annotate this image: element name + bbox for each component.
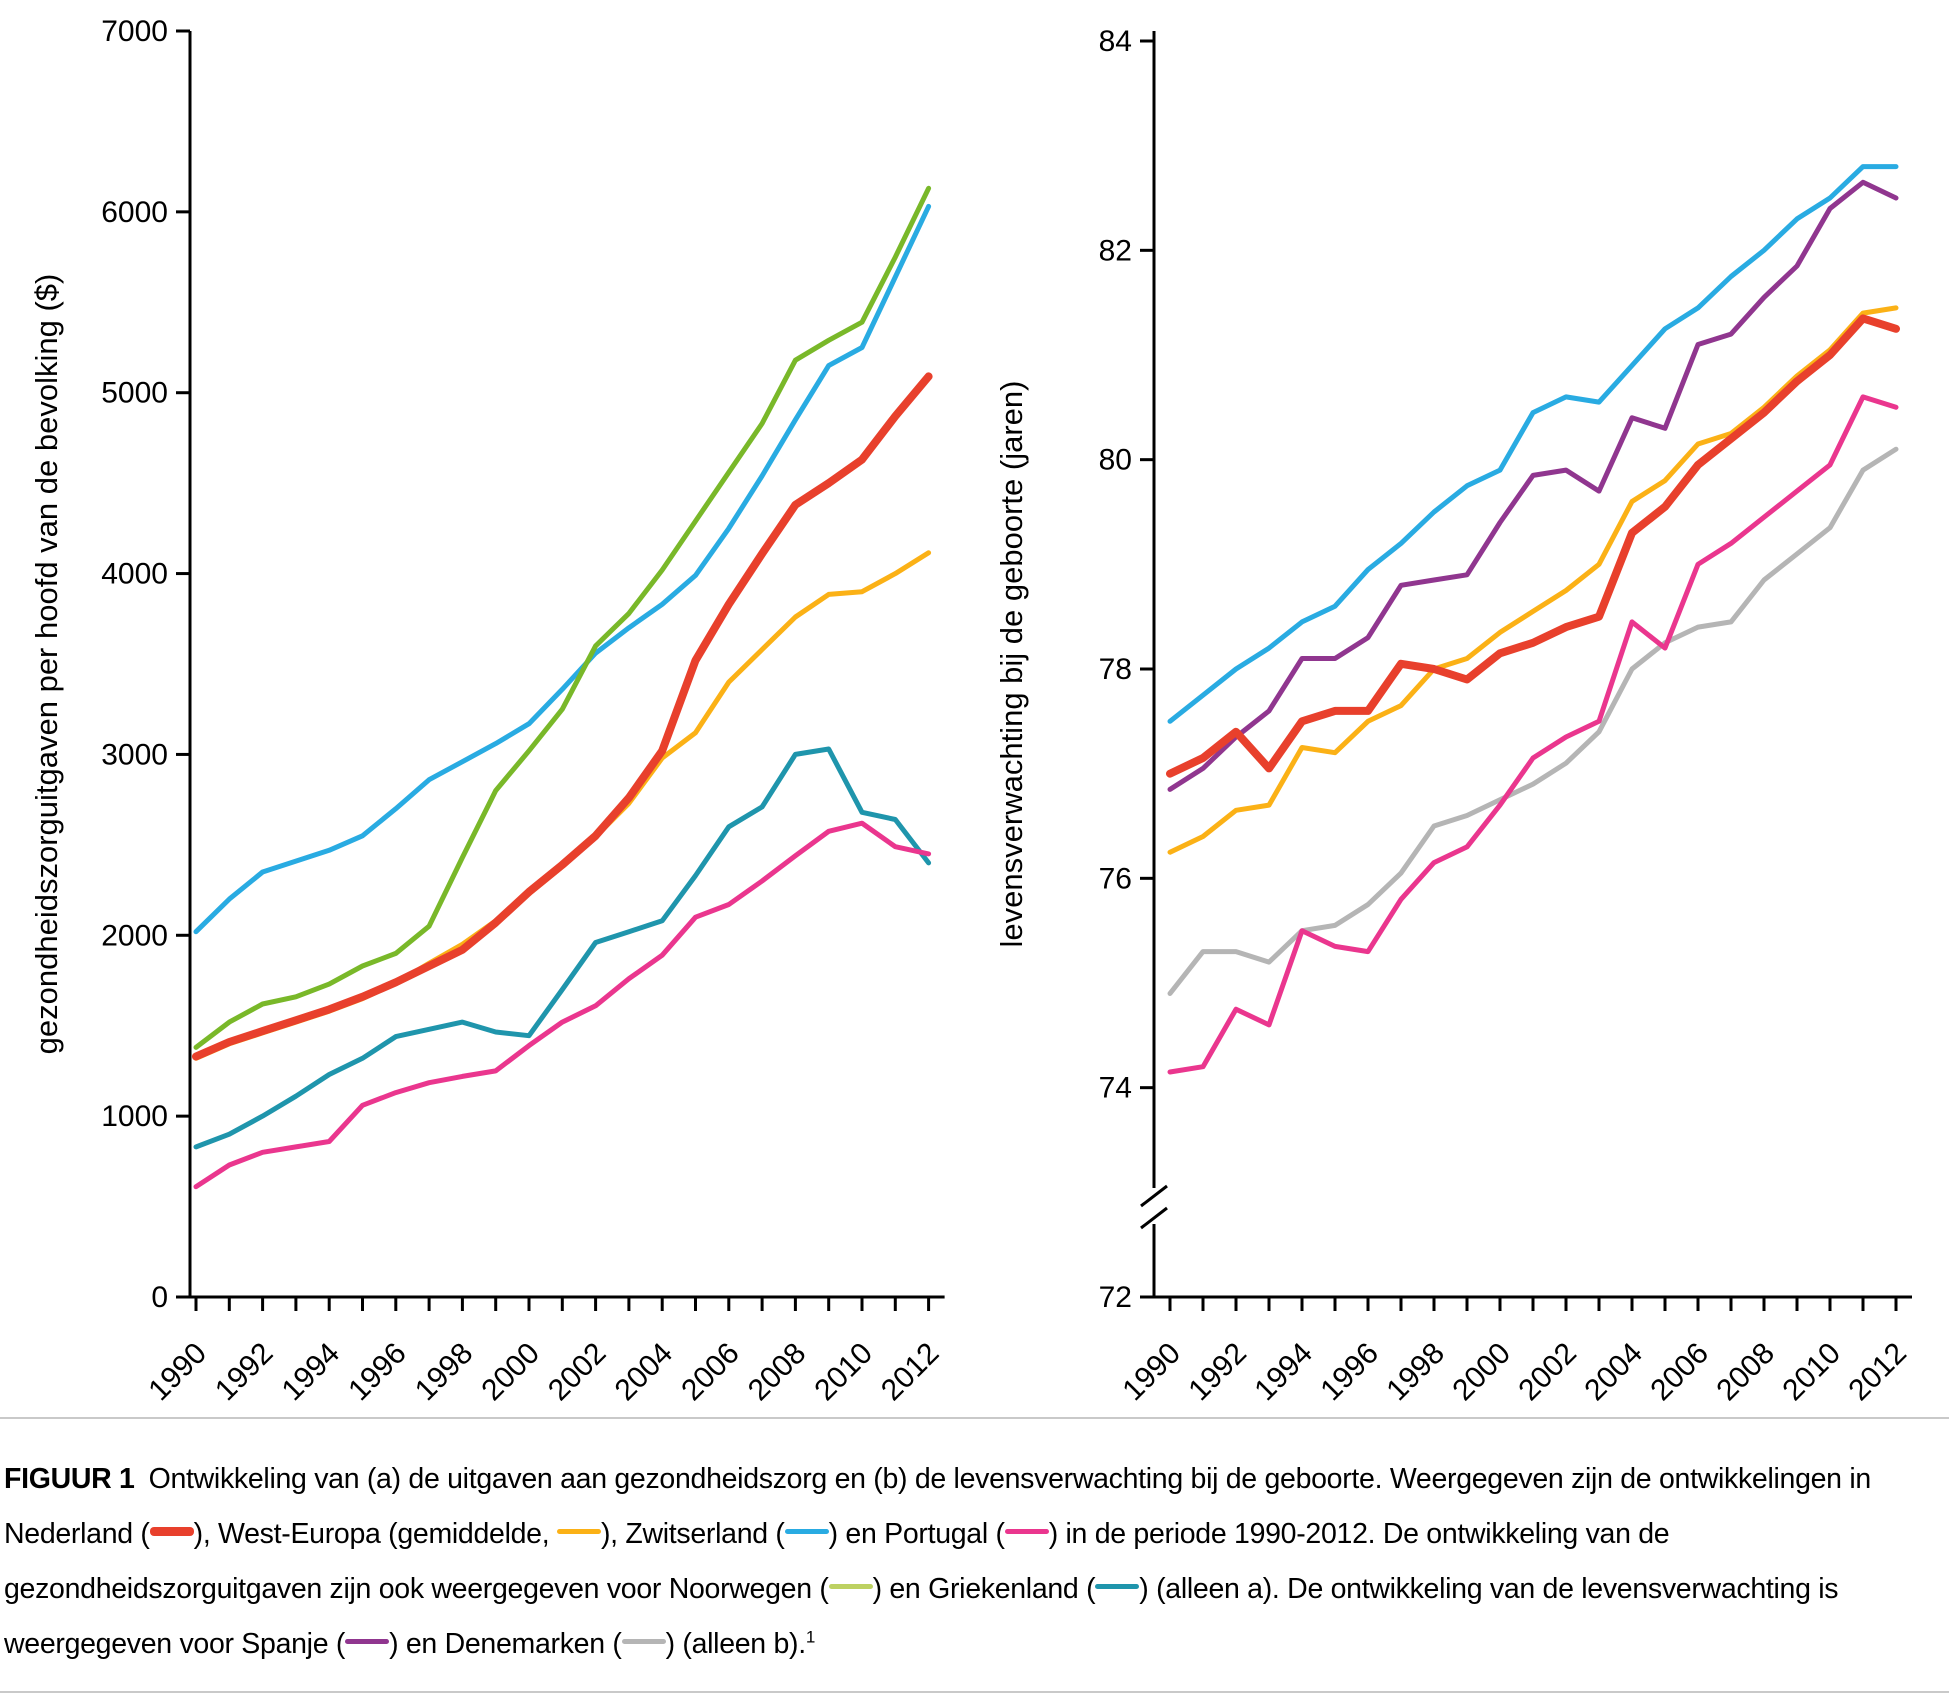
- line-a-west_europa: [193, 550, 932, 1061]
- chart-a: 0100020003000400050006000700019901992199…: [29, 15, 946, 1407]
- xtick-label: 2008: [742, 1337, 813, 1408]
- line-b-spanje: [1167, 179, 1899, 792]
- ytick-label: 6000: [101, 196, 168, 229]
- xtick-label: 1996: [342, 1337, 413, 1408]
- caption-text: ), Zwitserland (: [600, 1518, 785, 1550]
- line-a-nederland: [192, 372, 933, 1061]
- caption-bottom-rule: [0, 1691, 1949, 1693]
- caption-text: ) en Denemarken (: [389, 1628, 622, 1660]
- line-b-portugal: [1167, 394, 1899, 1075]
- ytick-label: 78: [1099, 653, 1132, 686]
- legend-swatch-portugal: [1004, 1528, 1049, 1534]
- xtick-label: 2004: [1578, 1337, 1649, 1408]
- line-b-nederland: [1166, 314, 1900, 778]
- ytick-label: 4000: [101, 558, 168, 591]
- ytick-label: 3000: [101, 738, 168, 771]
- charts-canvas: 0100020003000400050006000700019901992199…: [29, 15, 1913, 1407]
- legend-swatch-noorwegen_caption: [828, 1583, 873, 1589]
- ytick-label: 1000: [101, 1100, 168, 1133]
- ytick-label: 0: [151, 1281, 168, 1314]
- xtick-label: 2010: [808, 1337, 879, 1408]
- xtick-label: 2002: [1512, 1337, 1583, 1408]
- legend-swatch-griekenland: [1095, 1583, 1140, 1589]
- caption-top-rule: [0, 1417, 1949, 1419]
- xtick-label: 1998: [1380, 1337, 1451, 1408]
- xtick-label: 2012: [1842, 1337, 1913, 1408]
- xtick-label: 2010: [1776, 1337, 1847, 1408]
- ytick-label: 82: [1099, 234, 1132, 267]
- figure-caption: FIGUUR 1 Ontwikkeling van (a) de uitgaven…: [4, 1452, 1942, 1672]
- axis-break-mark: [1140, 1206, 1168, 1230]
- caption-text: ) en Griekenland (: [872, 1573, 1096, 1605]
- caption-text: ), West-Europa (gemiddelde,: [193, 1518, 557, 1550]
- axis-break-mark: [1140, 1184, 1168, 1208]
- line-a-noorwegen: [193, 185, 932, 1050]
- xtick-label: 1990: [1116, 1337, 1187, 1408]
- ytick-label: 5000: [101, 377, 168, 410]
- caption-text: ) in de periode 1990-2012. De ontwikkeli…: [4, 1518, 1670, 1605]
- line-a-zwitserland: [193, 203, 932, 935]
- line-a-griekenland: [193, 746, 932, 1150]
- caption-text: ) en Portugal (: [828, 1518, 1005, 1550]
- xtick-label: 2012: [875, 1337, 946, 1408]
- ytick-label: 80: [1099, 444, 1132, 477]
- xtick-label: 2000: [475, 1337, 546, 1408]
- ytick-label: 84: [1099, 25, 1132, 58]
- caption-footnote-mark: 1: [805, 1627, 815, 1647]
- caption-text: ) (alleen a). De ontwikkeling van de lev…: [4, 1573, 1839, 1660]
- line-a-portugal: [193, 820, 932, 1190]
- xtick-label: 1998: [409, 1337, 480, 1408]
- legend-swatch-zwitserland: [784, 1528, 829, 1534]
- xtick-label: 1992: [1182, 1337, 1253, 1408]
- xtick-label: 2006: [675, 1337, 746, 1408]
- ytick-label: 7000: [101, 15, 168, 48]
- ytick-label: 76: [1099, 862, 1132, 895]
- ytick-label: 74: [1099, 1072, 1132, 1105]
- chart-b: 7274767880828419901992199419961998200020…: [994, 25, 1913, 1407]
- xtick-label: 2004: [609, 1337, 680, 1408]
- line-b-denemarken: [1167, 446, 1899, 996]
- xtick-label: 2008: [1710, 1337, 1781, 1408]
- xtick-label: 2000: [1446, 1337, 1517, 1408]
- legend-swatch-nederland: [149, 1526, 194, 1536]
- ytick-label: 2000: [101, 919, 168, 952]
- legend-swatch-spanje: [345, 1638, 390, 1644]
- xtick-label: 1994: [276, 1337, 347, 1408]
- xtick-label: 1996: [1314, 1337, 1385, 1408]
- xtick-label: 1994: [1248, 1337, 1319, 1408]
- caption-text: Ontwikkeling van (a) de uitgaven aan gez…: [4, 1463, 1871, 1550]
- y-axis-title: gezondheidszorguitgaven per hoofd van de…: [29, 274, 64, 1055]
- xtick-label: 2002: [542, 1337, 613, 1408]
- legend-swatch-denemarken: [621, 1638, 666, 1644]
- y-axis-title: levensverwachting bij de geboorte (jaren…: [994, 381, 1029, 948]
- line-b-zwitserland: [1167, 164, 1899, 724]
- xtick-label: 1992: [209, 1337, 280, 1408]
- xtick-label: 1990: [142, 1337, 213, 1408]
- xtick-label: 2006: [1644, 1337, 1715, 1408]
- ytick-label: 72: [1099, 1281, 1132, 1314]
- legend-swatch-west_europa: [556, 1528, 601, 1534]
- caption-text: ) (alleen b).: [665, 1628, 807, 1660]
- caption-label: FIGUUR 1: [4, 1463, 135, 1495]
